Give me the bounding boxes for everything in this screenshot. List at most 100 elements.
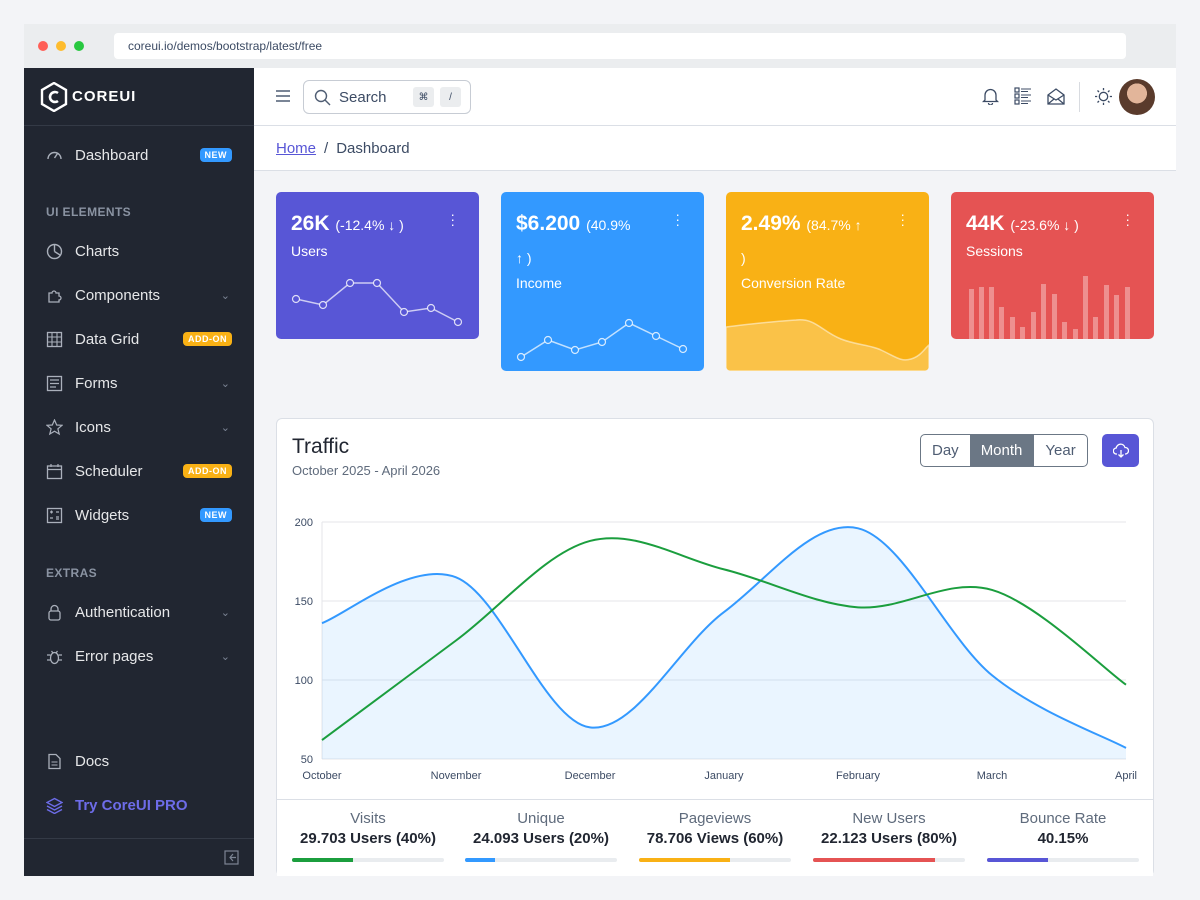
bell-icon[interactable] xyxy=(979,85,1001,107)
chevron-down-icon: ⌄ xyxy=(220,606,230,619)
chart-pie-icon xyxy=(46,243,63,260)
sidebar-item-widgets[interactable]: Widgets NEW xyxy=(24,495,254,535)
card-value-wrap: $6.200 (40.9% xyxy=(516,212,630,236)
chevron-down-icon: ⌄ xyxy=(220,289,230,302)
minimize-dot[interactable] xyxy=(56,41,66,51)
add-on-badge: ADD-ON xyxy=(183,332,232,346)
sidebar-item-icons[interactable]: Icons ⌄ xyxy=(24,407,254,447)
traffic-line-chart: 50 100 150 200 October November December Januar… xyxy=(295,517,1137,782)
breadcrumb-home-link[interactable]: Home xyxy=(276,139,317,157)
card-label: Users xyxy=(291,243,328,259)
progress-bar-visits xyxy=(292,858,444,862)
more-vertical-icon[interactable]: · · · xyxy=(675,206,680,232)
users-sparkline xyxy=(291,278,463,327)
sidebar-item-data-grid[interactable]: Data Grid ADD-ON xyxy=(24,319,254,359)
traffic-card: Traffic October 2025 - April 2026 Day Mo… xyxy=(276,418,1154,876)
stat-label: Unique xyxy=(517,810,565,827)
close-dot[interactable] xyxy=(38,41,48,51)
calculator-icon xyxy=(46,507,63,524)
card-value: 44K xyxy=(966,212,1005,235)
chevron-down-icon: ⌄ xyxy=(220,421,230,434)
sidebar-item-label: Icons xyxy=(75,418,111,436)
layers-icon xyxy=(46,797,63,814)
sidebar-item-forms[interactable]: Forms ⌄ xyxy=(24,363,254,403)
stat-label: Visits xyxy=(350,810,386,827)
sidebar-item-label: Forms xyxy=(75,374,118,392)
stat-visits: Visits 29.703 Users (40%) xyxy=(292,810,444,847)
sidebar-toggler-icon[interactable] xyxy=(224,850,239,870)
stat-value: 40.15% xyxy=(1037,830,1089,847)
card-value: 2.49% xyxy=(741,212,801,235)
sidebar-divider xyxy=(24,838,254,839)
breadcrumb-separator: / xyxy=(324,139,329,157)
breadcrumb: Home / Dashboard xyxy=(254,126,1176,171)
progress-fill xyxy=(813,858,935,862)
search-input[interactable]: Search ⌘ / xyxy=(303,80,471,114)
list-rich-icon[interactable] xyxy=(1012,85,1034,107)
maximize-dot[interactable] xyxy=(74,41,84,51)
kbd-slash: / xyxy=(440,87,461,107)
lock-icon xyxy=(46,604,63,621)
month-button[interactable]: Month xyxy=(969,435,1034,466)
sidebar-item-authentication[interactable]: Authentication ⌄ xyxy=(24,592,254,632)
card-change: (-23.6% ↓ ) xyxy=(1010,217,1079,233)
series-line-0 xyxy=(321,526,1127,749)
y-tick-label: 50 xyxy=(301,754,313,766)
envelope-open-icon[interactable] xyxy=(1045,85,1067,107)
widget-card-sessions: 44K (-23.6% ↓ ) Sessions · · · xyxy=(951,192,1154,339)
card-value: 26K xyxy=(291,212,330,235)
sidebar-item-dashboard[interactable]: Dashboard NEW xyxy=(24,135,254,175)
progress-bar-new-users xyxy=(813,858,965,862)
hamburger-menu-icon[interactable] xyxy=(276,89,290,108)
brand-name: COREUI xyxy=(72,88,137,105)
coreui-logo-icon xyxy=(40,81,68,112)
sidebar-item-docs[interactable]: Docs xyxy=(24,741,254,781)
bug-icon xyxy=(46,648,63,665)
kbd-cmd: ⌘ xyxy=(413,87,434,107)
sun-icon[interactable] xyxy=(1092,85,1114,107)
section-title-ui-elements: UI ELEMENTS xyxy=(46,205,132,219)
browser-chrome: coreui.io/demos/bootstrap/latest/free xyxy=(24,24,1176,68)
y-tick-label: 100 xyxy=(295,675,313,687)
x-tick-label: April xyxy=(1115,770,1137,782)
widget-card-conversion-rate: 2.49% (84.7% ↑ ) Conversion Rate · · · xyxy=(726,192,929,371)
new-badge: NEW xyxy=(199,148,232,162)
year-button[interactable]: Year xyxy=(1033,435,1086,466)
calendar-icon xyxy=(46,463,63,480)
day-button[interactable]: Day xyxy=(932,442,959,459)
income-sparkline xyxy=(516,318,688,362)
card-change: (84.7% ↑ xyxy=(806,217,862,233)
cloud-download-icon xyxy=(1112,443,1129,458)
progress-fill xyxy=(639,858,731,862)
address-bar[interactable]: coreui.io/demos/bootstrap/latest/free xyxy=(114,33,1126,59)
more-vertical-icon[interactable]: · · · xyxy=(1125,206,1130,232)
traffic-subtitle: October 2025 - April 2026 xyxy=(292,463,441,478)
x-tick-label: November xyxy=(431,770,482,782)
more-vertical-icon[interactable]: · · · xyxy=(900,206,905,232)
sidebar-item-components[interactable]: Components ⌄ xyxy=(24,275,254,315)
sidebar-item-charts[interactable]: Charts xyxy=(24,231,254,271)
widget-card-users: 26K (-12.4% ↓ ) Users · · · xyxy=(276,192,479,339)
card-change: (40.9% xyxy=(586,217,631,233)
card-label: Conversion Rate xyxy=(741,275,846,291)
sidebar-item-label: Widgets xyxy=(75,506,130,524)
section-title-extras: EXTRAS xyxy=(46,566,98,580)
card-change-cont: ) xyxy=(741,250,746,266)
download-button[interactable] xyxy=(1102,434,1139,467)
x-tick-label: March xyxy=(977,770,1008,782)
sidebar-item-label: Authentication xyxy=(75,603,171,621)
y-tick-label: 150 xyxy=(295,596,313,608)
sidebar-item-error-pages[interactable]: Error pages ⌄ xyxy=(24,636,254,676)
card-value: $6.200 xyxy=(516,212,581,235)
sidebar-item-try-pro[interactable]: Try CoreUI PRO xyxy=(24,785,254,825)
brand[interactable]: COREUI xyxy=(24,68,254,126)
sidebar-item-scheduler[interactable]: Scheduler ADD-ON xyxy=(24,451,254,491)
avatar[interactable] xyxy=(1119,79,1155,115)
traffic-stats-footer: Visits 29.703 Users (40%) Unique 24.093 … xyxy=(277,799,1153,876)
sessions-bar-chart xyxy=(969,276,1130,339)
sidebar-item-label: Dashboard xyxy=(75,146,149,164)
x-tick-label: January xyxy=(704,770,744,782)
sidebar-item-label: Components xyxy=(75,286,161,304)
conversion-area-chart xyxy=(726,319,929,371)
more-vertical-icon[interactable]: · · · xyxy=(450,206,455,232)
